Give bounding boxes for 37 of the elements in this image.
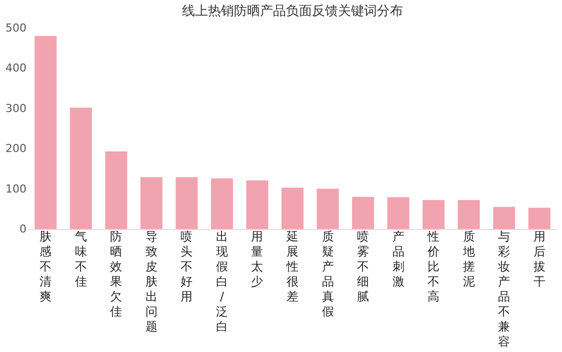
y-tick-label: 400	[6, 62, 26, 75]
y-tick-label: 0	[20, 222, 26, 236]
x-tick-label: 产品刺激	[392, 230, 404, 288]
x-tick-label: 喷头不好用	[180, 230, 193, 304]
bar	[387, 197, 410, 229]
bar	[422, 200, 445, 229]
bar	[34, 36, 57, 229]
x-tick-label: 导致皮肤出问题	[145, 230, 158, 334]
bar	[316, 188, 339, 229]
bar	[105, 151, 128, 229]
y-tick-label: 100	[6, 182, 26, 196]
bar	[70, 108, 92, 229]
x-tick-label: 与彩妆产品不兼容	[498, 230, 510, 348]
x-tick-label: 防晒效果欠佳	[110, 230, 122, 318]
x-tick-label: 质疑产品真假	[322, 230, 334, 318]
x-tick-label: 用量太少	[251, 230, 264, 288]
bar	[140, 177, 162, 229]
x-tick-label: 出现假白/泛白	[216, 230, 228, 334]
x-tick-label: 延展性很差	[286, 230, 298, 304]
x-tick-label: 肤感不清爽	[40, 230, 52, 304]
bar	[176, 177, 198, 229]
y-tick-label: 500	[6, 22, 26, 34]
y-tick-label: 300	[6, 102, 26, 115]
x-tick-label: 性价比不高	[426, 230, 440, 304]
y-tick-label: 200	[6, 142, 26, 156]
x-tick-label: 喷雾不细腻	[357, 230, 370, 304]
bar	[210, 178, 233, 229]
x-tick-label: 气味不佳	[74, 230, 87, 288]
bar	[493, 206, 516, 229]
bar	[528, 208, 550, 229]
bar	[352, 196, 374, 229]
bar	[246, 180, 268, 229]
bar	[458, 200, 480, 229]
chart-title: 线上热销防晒产品负面反馈关键词分布	[182, 4, 403, 19]
bar	[282, 188, 304, 229]
x-tick-label: 用后拔干	[533, 230, 546, 288]
x-tick-label: 质地搓泥	[462, 230, 475, 288]
